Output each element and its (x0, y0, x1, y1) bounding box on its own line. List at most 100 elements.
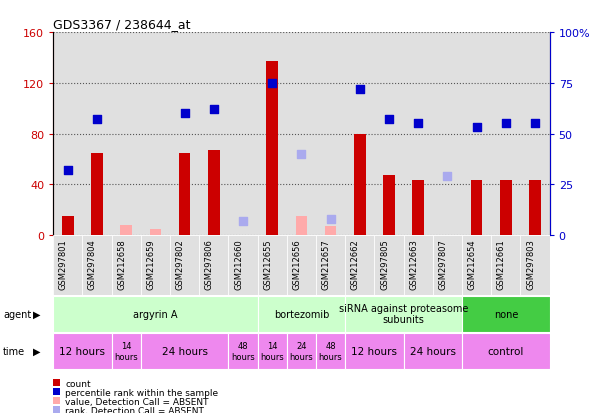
Text: 24 hours: 24 hours (410, 346, 456, 356)
Text: siRNA against proteasome
subunits: siRNA against proteasome subunits (339, 303, 468, 325)
Point (92, 117, 102, 123)
Text: GSM297804: GSM297804 (88, 238, 97, 289)
Point (530, 121, 540, 127)
Bar (170, 33, 199, 235)
Bar (404, 235, 433, 295)
Point (180, 111, 189, 117)
Text: GSM212662: GSM212662 (351, 238, 360, 289)
Text: GSM297803: GSM297803 (526, 238, 535, 289)
Bar (82, 235, 112, 295)
Text: GSM212654: GSM212654 (467, 238, 476, 289)
Bar (258, 33, 287, 235)
Bar (375, 33, 404, 235)
Text: GSM297801: GSM297801 (59, 238, 68, 289)
Bar (471, 181, 482, 235)
Bar (62, 216, 74, 235)
Bar (121, 225, 132, 235)
Text: 48
hours: 48 hours (231, 342, 255, 361)
Bar (112, 235, 141, 295)
Point (268, 80, 277, 87)
Bar (462, 296, 550, 332)
Bar (345, 33, 375, 235)
Bar (150, 229, 161, 235)
Point (501, 121, 511, 127)
Text: GSM212655: GSM212655 (263, 238, 272, 289)
Text: 12 hours: 12 hours (59, 346, 105, 356)
Point (326, 216, 335, 223)
Bar (316, 235, 345, 295)
Text: GSM212656: GSM212656 (293, 238, 301, 289)
Bar (345, 235, 375, 295)
Text: GSM212660: GSM212660 (234, 238, 243, 289)
Text: count: count (65, 379, 90, 388)
Text: 24 hours: 24 hours (161, 346, 207, 356)
Text: none: none (493, 309, 518, 319)
Bar (199, 33, 228, 235)
Text: 24
hours: 24 hours (290, 342, 313, 361)
Bar (112, 33, 141, 235)
Bar (141, 235, 170, 295)
Text: percentile rank within the sample: percentile rank within the sample (65, 388, 218, 397)
Text: ▶: ▶ (33, 346, 41, 356)
Bar (521, 33, 550, 235)
Bar (228, 33, 258, 235)
Bar (141, 33, 170, 235)
Text: 48
hours: 48 hours (319, 342, 343, 361)
Text: 12 hours: 12 hours (352, 346, 397, 356)
Bar (228, 235, 258, 295)
Bar (316, 333, 345, 369)
Bar (178, 153, 190, 235)
Point (355, 86, 365, 93)
Bar (433, 33, 462, 235)
Text: GSM297807: GSM297807 (439, 238, 447, 289)
Bar (491, 235, 521, 295)
Bar (82, 33, 112, 235)
Bar (53, 33, 82, 235)
Bar (267, 62, 278, 235)
Bar (258, 235, 287, 295)
Text: argyrin A: argyrin A (133, 309, 178, 319)
Point (443, 173, 452, 180)
Bar (287, 235, 316, 295)
Point (297, 151, 306, 158)
Text: GSM297806: GSM297806 (205, 238, 214, 289)
Bar (199, 235, 228, 295)
Bar (462, 235, 491, 295)
Bar (91, 153, 103, 235)
Point (209, 107, 219, 113)
Bar (53, 333, 112, 369)
Bar (375, 235, 404, 295)
Text: GDS3367 / 238644_at: GDS3367 / 238644_at (53, 17, 191, 31)
Text: GSM212657: GSM212657 (322, 238, 330, 289)
Bar (316, 33, 345, 235)
Bar (345, 333, 404, 369)
Bar (258, 333, 287, 369)
Bar (413, 181, 424, 235)
Text: GSM297802: GSM297802 (176, 238, 184, 289)
Bar (325, 227, 336, 235)
Bar (112, 333, 141, 369)
Text: rank, Detection Call = ABSENT: rank, Detection Call = ABSENT (65, 406, 204, 413)
Text: GSM212659: GSM212659 (147, 238, 155, 289)
Bar (433, 235, 462, 295)
Bar (258, 296, 345, 332)
Text: GSM297805: GSM297805 (380, 238, 389, 289)
Text: GSM212663: GSM212663 (409, 238, 418, 289)
Bar (491, 33, 521, 235)
Text: 14
hours: 14 hours (114, 342, 138, 361)
Bar (287, 33, 316, 235)
Text: GSM212661: GSM212661 (497, 238, 506, 289)
Bar (53, 296, 258, 332)
Bar (354, 134, 366, 235)
Bar (383, 176, 395, 235)
Bar (462, 333, 550, 369)
Bar (141, 333, 228, 369)
Bar (529, 181, 541, 235)
Text: value, Detection Call = ABSENT: value, Detection Call = ABSENT (65, 397, 209, 406)
Bar (170, 235, 199, 295)
Point (414, 121, 423, 127)
Bar (296, 216, 307, 235)
Bar (521, 235, 550, 295)
Text: bortezomib: bortezomib (274, 309, 329, 319)
Point (472, 125, 481, 131)
